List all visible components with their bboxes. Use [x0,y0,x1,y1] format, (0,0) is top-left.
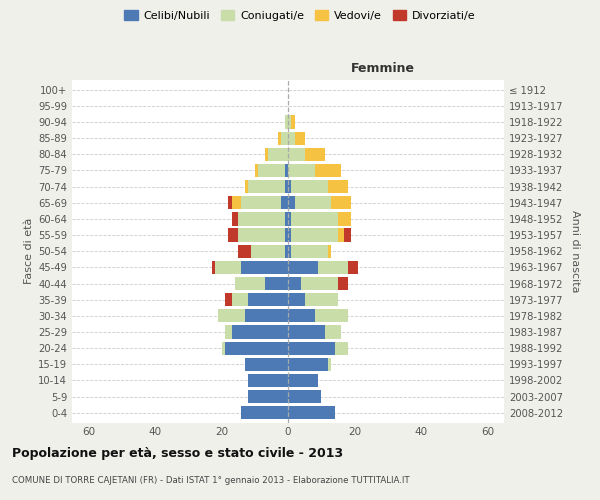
Bar [248,293,288,306]
Bar [245,358,288,371]
Text: Femmine: Femmine [351,62,415,75]
Bar [292,212,338,226]
Bar [245,309,288,322]
Bar [228,228,238,241]
Bar [248,180,284,194]
Bar [288,228,292,241]
Bar [335,342,348,355]
Bar [284,212,288,226]
Bar [288,196,295,209]
Bar [284,164,288,177]
Bar [225,326,232,338]
Bar [288,342,335,355]
Bar [295,132,305,145]
Bar [292,244,328,258]
Bar [265,277,288,290]
Legend: Celibi/Nubili, Coniugati/e, Vedovi/e, Divorziati/e: Celibi/Nubili, Coniugati/e, Vedovi/e, Di… [120,6,480,25]
Bar [232,293,248,306]
Bar [251,244,284,258]
Bar [318,261,348,274]
Bar [225,342,288,355]
Bar [344,228,351,241]
Bar [218,309,245,322]
Bar [288,132,295,145]
Bar [241,406,288,419]
Bar [338,212,351,226]
Bar [232,326,288,338]
Text: COMUNE DI TORRE CAJETANI (FR) - Dati ISTAT 1° gennaio 2013 - Elaborazione TUTTIT: COMUNE DI TORRE CAJETANI (FR) - Dati IST… [12,476,410,485]
Bar [232,196,241,209]
Bar [284,180,288,194]
Bar [238,228,284,241]
Bar [281,132,288,145]
Bar [288,326,325,338]
Bar [328,358,331,371]
Bar [292,116,295,128]
Bar [288,293,305,306]
Bar [328,180,348,194]
Bar [288,309,314,322]
Bar [288,406,335,419]
Bar [228,196,232,209]
Bar [292,180,328,194]
Bar [248,374,288,387]
Y-axis label: Anni di nascita: Anni di nascita [570,210,580,292]
Bar [284,116,288,128]
Bar [235,277,265,290]
Bar [284,228,288,241]
Bar [248,390,288,404]
Bar [288,180,292,194]
Bar [241,196,281,209]
Bar [325,326,341,338]
Bar [288,277,301,290]
Bar [241,261,288,274]
Bar [288,374,318,387]
Bar [221,342,225,355]
Bar [338,277,348,290]
Bar [288,244,292,258]
Bar [225,293,232,306]
Bar [314,164,341,177]
Bar [245,180,248,194]
Bar [288,358,328,371]
Bar [278,132,281,145]
Bar [288,164,314,177]
Bar [238,212,284,226]
Bar [288,148,305,161]
Bar [338,228,344,241]
Bar [255,164,258,177]
Bar [314,309,348,322]
Bar [284,244,288,258]
Bar [232,212,238,226]
Bar [305,148,325,161]
Bar [301,277,338,290]
Bar [281,196,288,209]
Y-axis label: Fasce di età: Fasce di età [24,218,34,284]
Bar [258,164,284,177]
Bar [288,390,321,404]
Bar [305,293,338,306]
Bar [292,228,338,241]
Bar [265,148,268,161]
Bar [212,261,215,274]
Bar [348,261,358,274]
Bar [328,244,331,258]
Bar [288,116,292,128]
Bar [331,196,351,209]
Bar [215,261,241,274]
Bar [288,212,292,226]
Bar [268,148,288,161]
Text: Popolazione per età, sesso e stato civile - 2013: Popolazione per età, sesso e stato civil… [12,448,343,460]
Bar [238,244,251,258]
Bar [288,261,318,274]
Bar [295,196,331,209]
